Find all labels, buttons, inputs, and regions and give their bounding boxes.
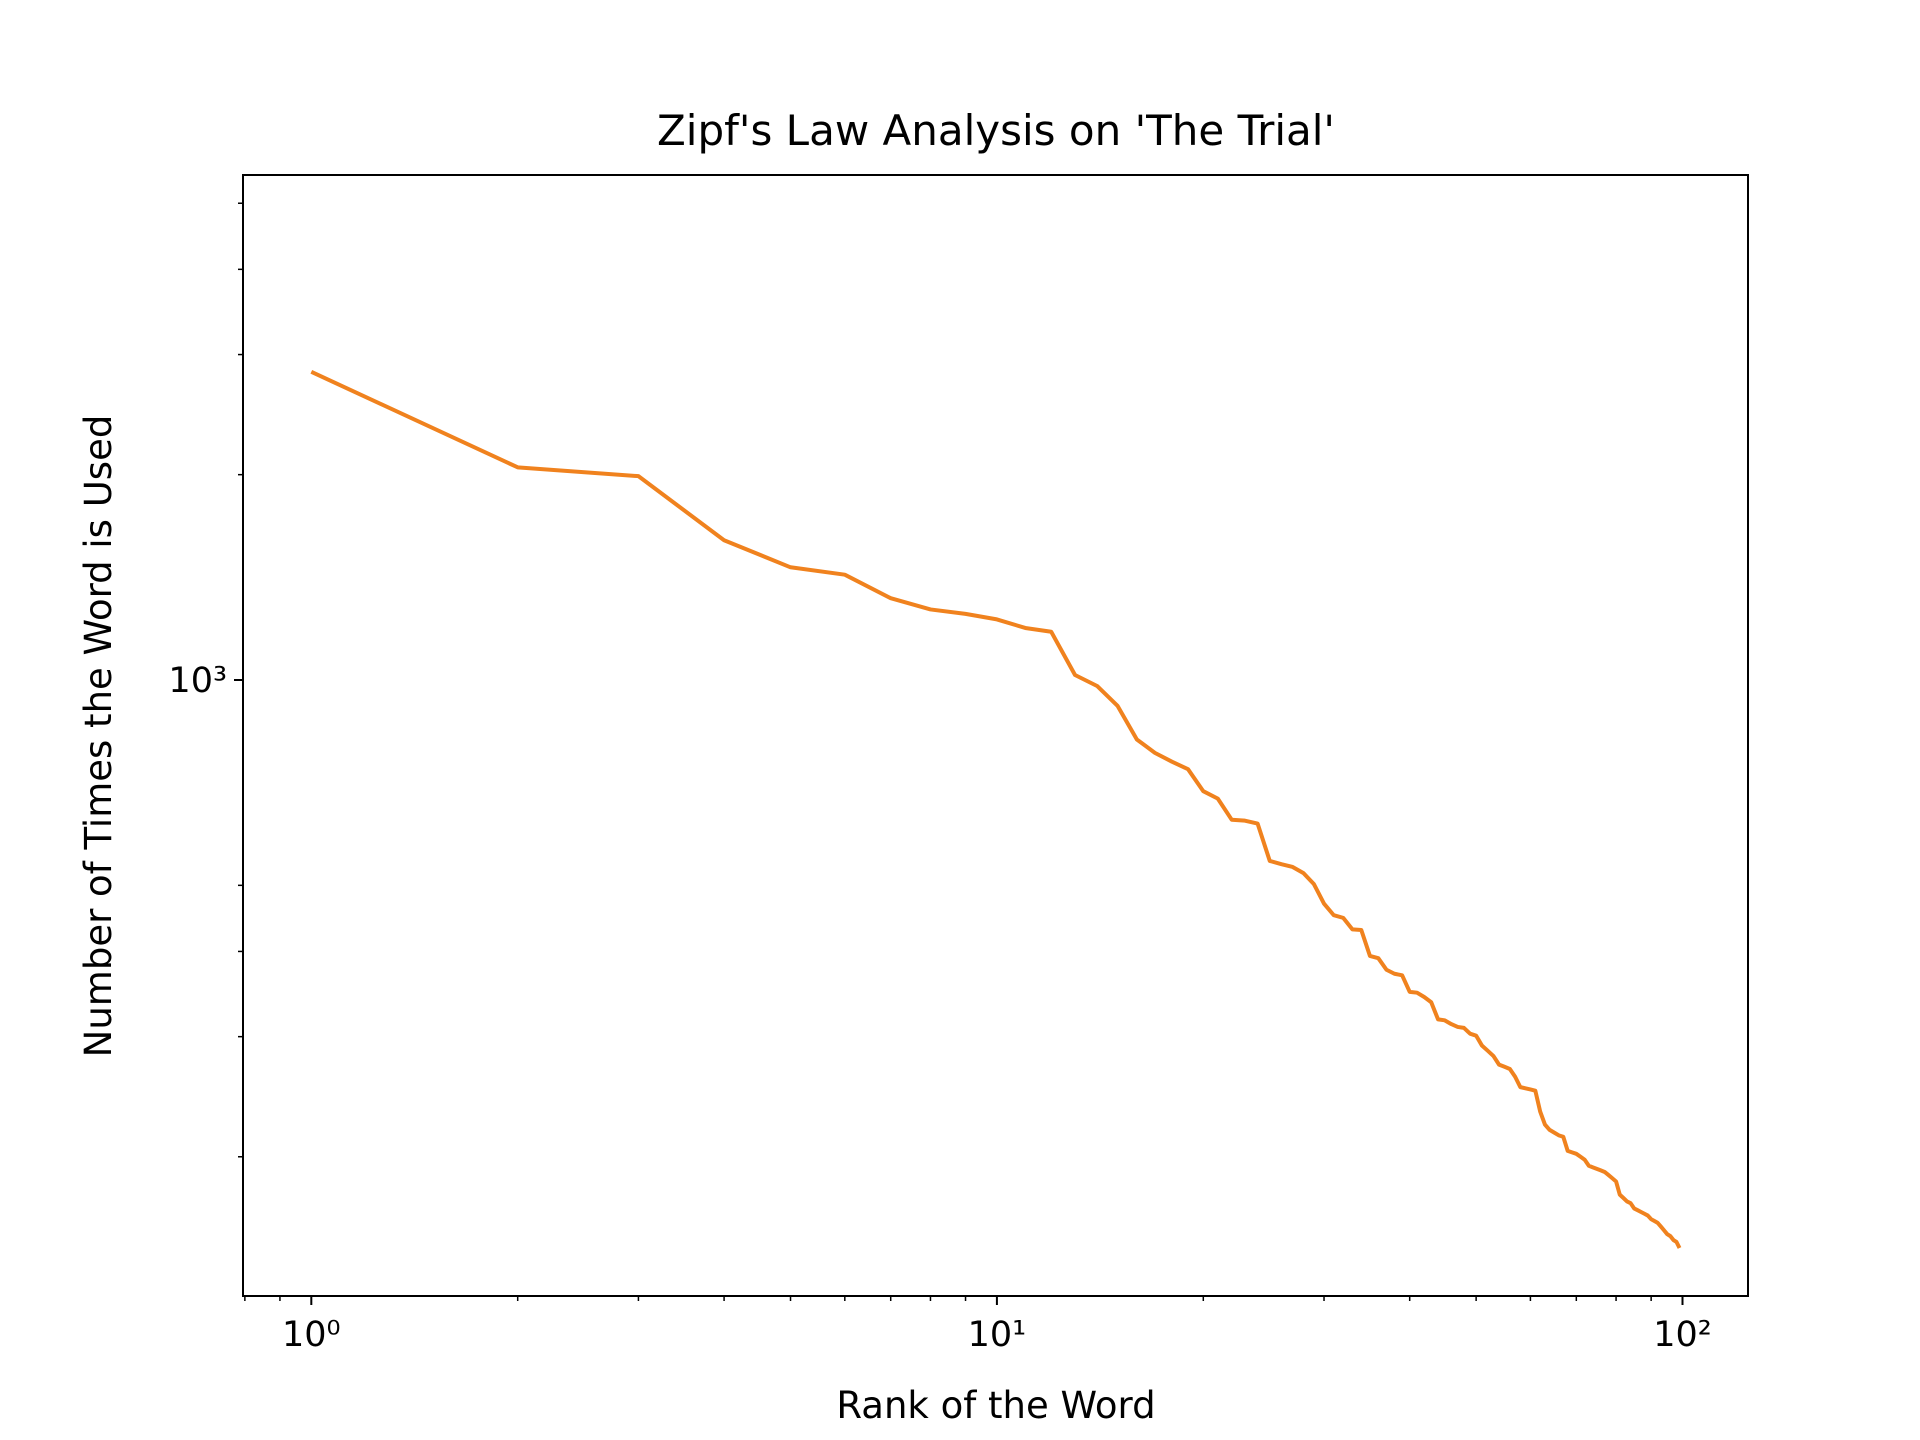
x-axis-label: Rank of the Word [836,1384,1155,1427]
x-tick-label: 10¹ [968,1315,1027,1355]
data-line [310,370,1682,1249]
chart-title: Zipf's Law Analysis on 'The Trial' [657,106,1335,155]
x-tick-label: 10² [1653,1315,1712,1355]
plot-frame [242,174,1749,1297]
y-axis-label: Number of Times the Word is Used [77,415,120,1058]
y-tick-label: 10³ [168,661,227,701]
x-tick-label: 10⁰ [282,1315,341,1355]
